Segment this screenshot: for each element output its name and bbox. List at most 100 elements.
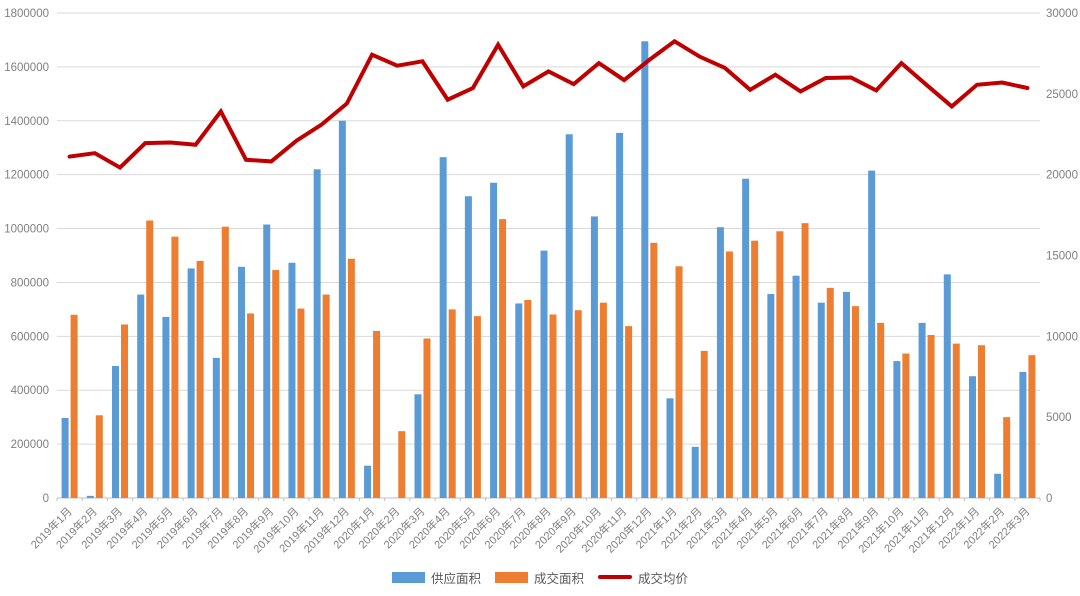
bar [918,322,926,498]
bar [994,473,1002,498]
bar [650,242,658,498]
svg-text:30000: 30000 [1046,8,1078,20]
bar [524,299,532,498]
bar [398,431,406,498]
bar [121,324,129,498]
bar [238,266,246,498]
bar [641,41,649,499]
bar [288,262,296,498]
svg-text:25000: 25000 [1046,89,1078,101]
bar [473,316,481,498]
bar [540,250,548,498]
svg-text:10000: 10000 [1046,331,1078,343]
bar [338,120,346,499]
bar [448,309,456,498]
bar [767,294,775,498]
legend-label-average-price: 成交均价 [638,571,689,586]
bar [877,322,885,498]
legend-item-supply-area: 供应面积 [391,568,481,587]
svg-text:15000: 15000 [1046,251,1078,263]
gridlines [57,12,1040,499]
bar [817,302,825,498]
supply-area-swatch [391,571,425,583]
bar [893,361,901,498]
bar [499,219,507,498]
bar [616,132,624,498]
svg-text:5000: 5000 [1046,412,1072,424]
bar [61,417,69,498]
bar [297,308,305,498]
svg-text:0: 0 [1046,493,1052,505]
bar [691,446,699,498]
svg-text:400000: 400000 [11,385,49,397]
bar [952,343,960,498]
bar [751,240,759,499]
bar [137,294,145,498]
bar [776,231,784,498]
bar [439,157,447,498]
bar [187,268,195,498]
bar [700,350,708,498]
bar [742,178,750,499]
bar [842,291,850,498]
bar [171,236,179,498]
bar [1003,417,1011,498]
bar [826,287,834,498]
bar [599,302,607,498]
chart-legend: 供应面积 成交面积 成交均价 [0,566,1080,588]
bar [675,266,683,498]
bar [515,303,523,498]
svg-text:800000: 800000 [11,277,49,289]
average-price-line [67,38,1030,171]
bar [95,415,103,498]
bar [725,251,733,498]
bar [625,326,633,498]
bar [86,495,94,498]
bar [146,220,154,498]
bar [977,345,985,498]
legend-item-average-price: 成交均价 [598,568,688,587]
bar [490,182,498,498]
bar [347,258,355,498]
bars-transaction-area [70,219,1036,499]
average-price-swatch [598,575,632,579]
bar [112,365,120,498]
bar [968,376,976,498]
svg-text:1400000: 1400000 [4,116,49,128]
bar [212,357,220,498]
svg-text:20000: 20000 [1046,170,1078,182]
left-axis-labels: 0 200000 400000 600000 800000 1000000 1200000 1… [4,8,49,505]
svg-text:0: 0 [43,493,49,505]
bar [1028,355,1036,498]
x-axis [56,497,1041,501]
bar [423,338,431,498]
bar [162,316,170,498]
legend-label-transaction-area: 成交面积 [533,571,584,586]
bar [868,170,876,498]
svg-text:1000000: 1000000 [4,224,49,236]
bar [927,334,935,498]
bar [70,314,78,498]
bar [590,216,598,499]
bar [322,294,330,498]
bar [902,353,910,498]
right-axis-labels: 0 5000 10000 15000 20000 25000 30000 [1046,8,1078,505]
bar [414,394,422,498]
bar [565,134,573,498]
svg-text:1600000: 1600000 [4,62,49,74]
transaction-area-swatch [494,571,528,583]
svg-text:600000: 600000 [11,331,49,343]
bar [549,314,557,498]
svg-text:1200000: 1200000 [4,170,49,182]
bars-supply-area [61,41,1027,499]
bar [716,227,724,499]
bar [272,270,280,498]
legend-label-supply-area: 供应面积 [430,571,481,586]
bar [464,196,472,498]
bar [792,275,800,498]
svg-text:200000: 200000 [11,439,49,451]
legend-item-transaction-area: 成交面积 [494,568,584,587]
bar [247,313,255,498]
